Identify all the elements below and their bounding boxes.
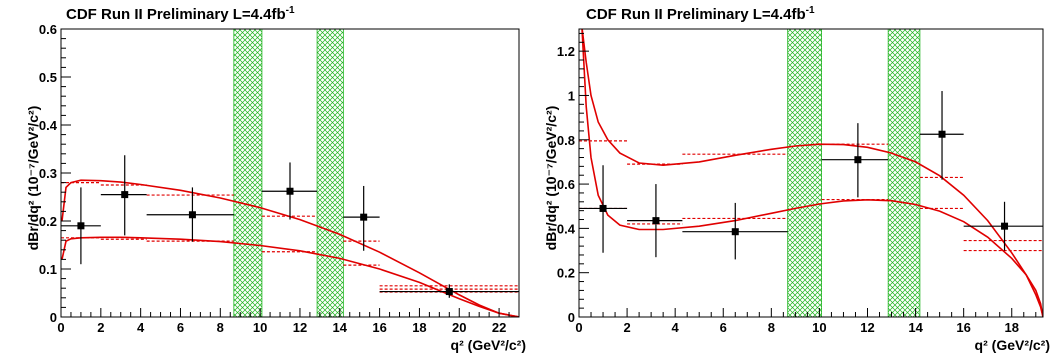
left-x-tick-label: 18 xyxy=(412,320,426,335)
left-x-tick-label: 2 xyxy=(97,320,104,335)
left-data-point xyxy=(343,185,380,251)
left-veto-band xyxy=(233,28,263,318)
right-y-tick-label: 1 xyxy=(568,88,575,103)
left-x-tick-label: 0 xyxy=(57,320,64,335)
left-y-tick-label: 0.5 xyxy=(39,70,57,85)
left-data-point xyxy=(100,155,147,236)
right-data-point xyxy=(579,165,628,253)
right-x-tick-label: 16 xyxy=(956,320,970,335)
left-theory-curve xyxy=(61,236,519,317)
left-x-axis-label: q² (GeV²/c²) xyxy=(451,337,526,353)
left-data-marker xyxy=(188,211,196,219)
right-data-point xyxy=(821,123,889,198)
left-data-point xyxy=(261,162,318,220)
right-x-tick-label: 0 xyxy=(575,320,582,335)
right-veto-band xyxy=(787,28,822,318)
left-data-point xyxy=(61,187,101,265)
left-data-marker xyxy=(121,191,129,199)
left-x-tick-label: 16 xyxy=(372,320,386,335)
right-plot-area: 0 2 4 6 8 10 12 14 16 18 0 0.2 0.4 0.6 0.8 1 1.2 xyxy=(557,28,1044,335)
left-y-tick-label: 0.2 xyxy=(39,214,57,229)
left-x-tick-label: 10 xyxy=(253,320,267,335)
right-x-tick-label: 6 xyxy=(720,320,727,335)
right-y-tick-label: 0 xyxy=(568,310,575,325)
left-plot-title: CDF Run II Preliminary L=4.4fb-1 xyxy=(66,5,295,23)
right-y-tick-label: 0.4 xyxy=(557,221,576,236)
left-veto-band xyxy=(316,28,344,318)
left-y-axis-label: dBr/dq² (10⁻⁷/GeV²/c²) xyxy=(25,106,41,251)
right-data-point xyxy=(963,201,1043,251)
left-theory-curves xyxy=(61,179,519,317)
right-y-tick-label: 0.2 xyxy=(557,266,575,281)
left-y-tick-label: 0.6 xyxy=(39,22,57,37)
right-x-tick-label: 18 xyxy=(1005,320,1019,335)
left-data-marker xyxy=(77,222,85,230)
left-x-tick-label: 20 xyxy=(452,320,466,335)
right-data-point xyxy=(682,202,788,260)
right-data-marker xyxy=(854,156,862,164)
left-data-marker xyxy=(445,288,453,296)
right-y-tick-label: 1.2 xyxy=(557,44,575,59)
left-data-marker xyxy=(286,187,294,195)
right-data-marker xyxy=(599,204,607,212)
left-data-marker xyxy=(360,213,368,221)
right-x-tick-label: 10 xyxy=(812,320,826,335)
right-data-marker xyxy=(652,217,660,225)
right-theory-curves xyxy=(581,29,1043,317)
left-x-tick-label: 6 xyxy=(177,320,184,335)
left-x-tick-label: 14 xyxy=(333,320,348,335)
right-data-point xyxy=(627,184,683,258)
left-x-tick-label: 8 xyxy=(217,320,224,335)
right-panel: CDF Run II Preliminary L=4.4fb-1 dBr/dq²… xyxy=(543,5,1050,353)
right-y-tick-label: 0.6 xyxy=(557,177,575,192)
right-data-point xyxy=(919,91,964,180)
left-x-tick-label: 4 xyxy=(137,320,145,335)
right-x-tick-label: 2 xyxy=(623,320,630,335)
right-data-marker xyxy=(1001,222,1009,230)
left-theory-curve xyxy=(61,179,519,317)
right-x-tick-label: 4 xyxy=(672,320,680,335)
left-x-tick-label: 12 xyxy=(293,320,307,335)
right-y-axis-label: dBr/dq² (10⁻⁷/GeV²/c²) xyxy=(543,106,559,251)
left-y-tick-label: 0 xyxy=(50,310,57,325)
right-theory-curve xyxy=(581,29,1043,317)
right-x-tick-label: 8 xyxy=(768,320,775,335)
left-x-tick-label: 22 xyxy=(492,320,506,335)
right-y-tick-label: 0.8 xyxy=(557,133,575,148)
left-y-tick-label: 0.3 xyxy=(39,166,57,181)
right-data-marker xyxy=(938,130,946,138)
right-data-marker xyxy=(731,228,739,236)
right-x-tick-label: 12 xyxy=(860,320,874,335)
left-y-tick-label: 0.1 xyxy=(39,262,57,277)
left-plot-area: 0 2 4 6 8 10 12 14 16 18 20 22 0 0.1 0.2 0.3 0.4 0.5 0.6 xyxy=(39,22,520,335)
right-plot-title: CDF Run II Preliminary L=4.4fb-1 xyxy=(586,5,815,23)
left-data-point xyxy=(146,187,234,242)
right-x-axis-label: q² (GeV²/c²) xyxy=(975,337,1050,353)
right-theory-curve xyxy=(581,29,1043,317)
right-plot-frame xyxy=(578,28,1044,318)
left-y-tick-label: 0.4 xyxy=(39,118,58,133)
left-data-point xyxy=(379,284,519,298)
left-panel: CDF Run II Preliminary L=4.4fb-1 dBr/dq²… xyxy=(25,5,526,353)
right-veto-band xyxy=(887,28,921,318)
right-x-tick-label: 14 xyxy=(908,320,923,335)
